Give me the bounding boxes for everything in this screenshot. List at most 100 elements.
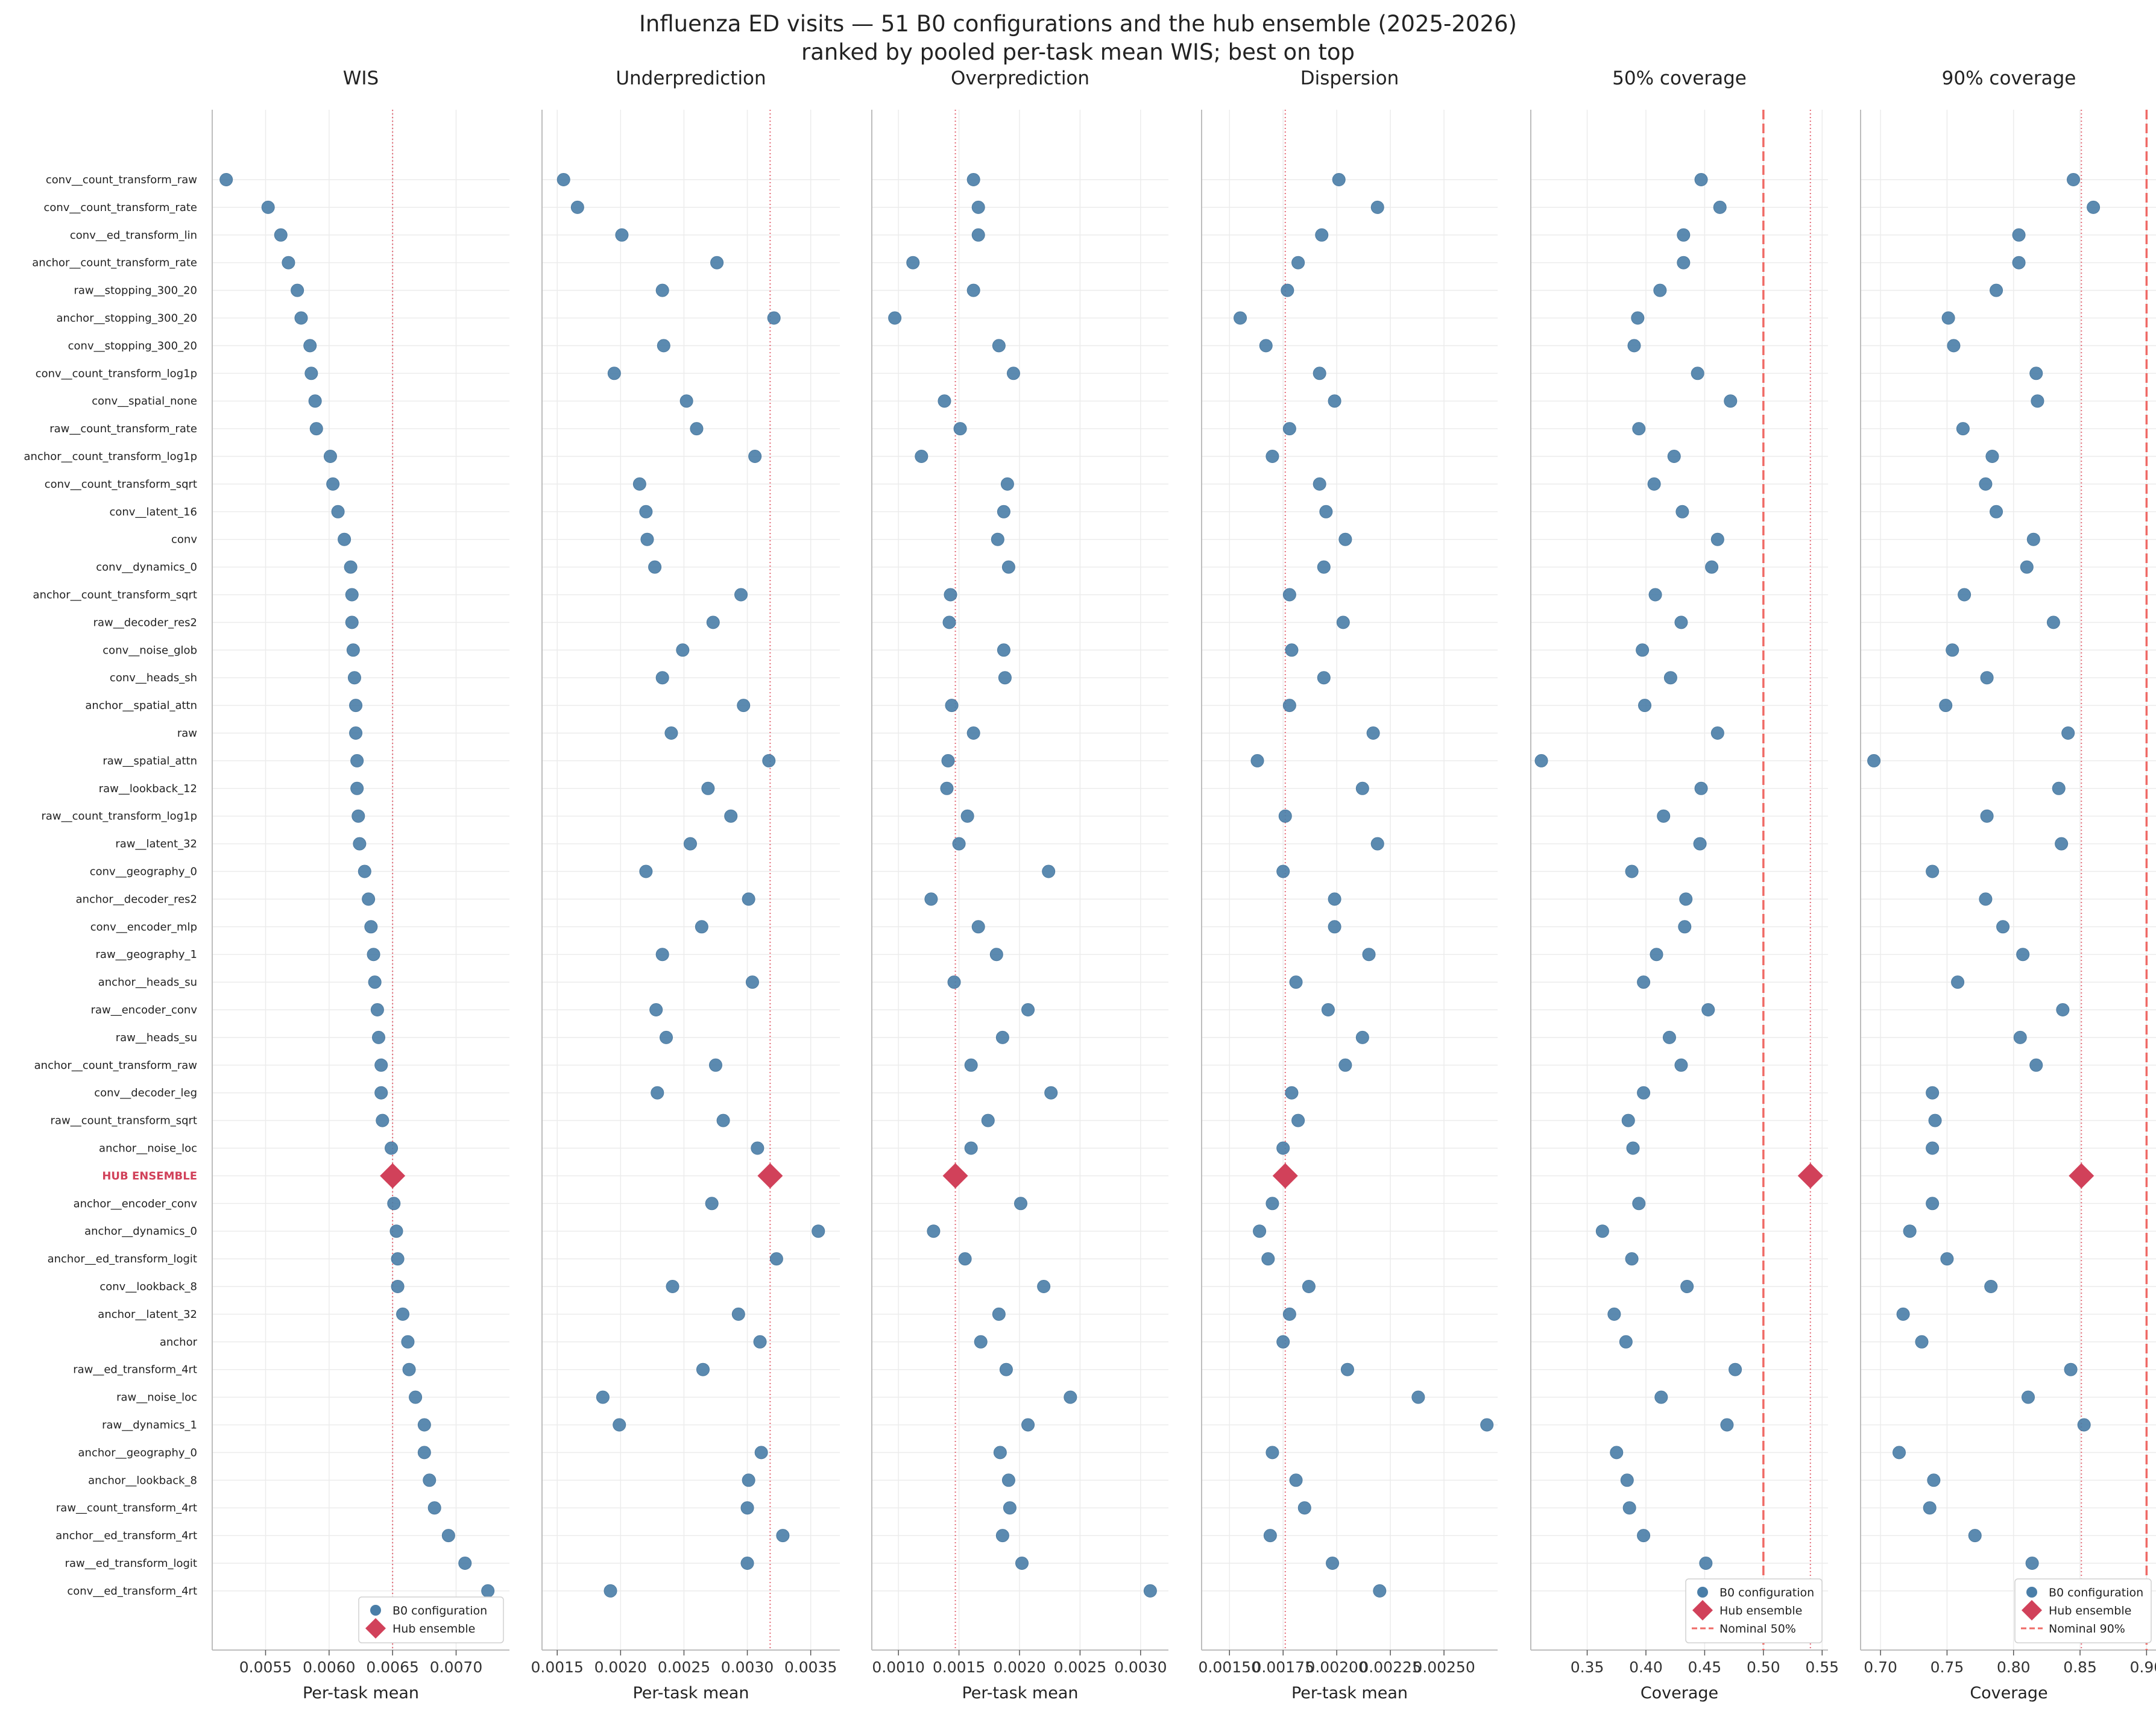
config-point (1903, 1224, 1917, 1238)
config-point (740, 1557, 754, 1570)
config-point (1637, 1529, 1651, 1543)
config-point (1947, 339, 1961, 353)
config-point (338, 532, 351, 546)
config-point (1951, 975, 1965, 989)
row-label: anchor__count_transform_rate (32, 257, 197, 269)
config-point (679, 394, 693, 408)
config-point (1653, 283, 1667, 297)
config-point (1636, 643, 1650, 657)
panel-6: 0.70 0.75 0.80 0.85 0.90 90% coverage Coverage… (1860, 68, 2156, 1702)
config-point (767, 311, 781, 325)
config-point (2031, 394, 2044, 408)
panel-title: 50% coverage (1612, 68, 1747, 89)
config-point (1266, 450, 1279, 463)
row-label: conv__ed_transform_lin (70, 229, 197, 242)
config-point (1632, 422, 1646, 436)
config-point (1631, 311, 1645, 325)
config-point (989, 948, 1003, 962)
config-point (1619, 1335, 1633, 1349)
config-point (742, 1473, 755, 1487)
config-point (995, 1030, 1009, 1044)
config-point (1729, 1362, 1742, 1376)
config-point (655, 283, 669, 297)
config-point (1940, 1252, 1954, 1266)
config-point (655, 671, 669, 685)
config-point (1266, 1446, 1279, 1460)
config-point (2012, 228, 2026, 242)
config-point (2077, 1418, 2091, 1432)
config-point (1021, 1003, 1035, 1016)
config-point (1980, 809, 1994, 823)
legend-config-marker (1697, 1587, 1708, 1598)
config-point (953, 422, 967, 436)
config-point (2029, 1058, 2043, 1072)
config-point (385, 1141, 399, 1155)
config-point (1638, 699, 1652, 713)
config-point (1979, 477, 1993, 491)
x-tick-label: 0.0025 (1054, 1658, 1106, 1676)
panel-title: Dispersion (1300, 68, 1399, 89)
config-point (971, 200, 985, 214)
row-label: raw__noise_loc (116, 1391, 197, 1404)
row-label: anchor (160, 1336, 198, 1349)
config-point (1282, 422, 1296, 436)
row-label: raw__spatial_attn (102, 755, 197, 767)
config-point (1710, 532, 1724, 546)
config-point (615, 228, 629, 242)
x-tick-label: 0.0070 (430, 1658, 482, 1676)
config-point (1990, 505, 2003, 518)
config-point (351, 809, 365, 823)
config-point (1302, 1280, 1316, 1293)
row-label: raw__geography_1 (96, 948, 197, 961)
x-tick-label: 0.00225 (1359, 1658, 1421, 1676)
config-point (1990, 283, 2003, 297)
config-point (368, 975, 382, 989)
config-point (1657, 809, 1671, 823)
config-point (1626, 1141, 1640, 1155)
config-point (374, 1086, 388, 1100)
config-point (1705, 560, 1719, 574)
config-point (981, 1113, 995, 1127)
config-point (1892, 1446, 1906, 1460)
config-point (1003, 1501, 1017, 1515)
config-point (1001, 1473, 1015, 1487)
config-point (323, 450, 337, 463)
legend-hub-marker (2022, 1600, 2042, 1620)
x-tick-label: 0.40 (1629, 1658, 1663, 1676)
config-point (695, 920, 708, 934)
config-point (651, 1086, 664, 1100)
config-point (344, 560, 358, 574)
x-axis-label: Per-task mean (632, 1684, 749, 1702)
config-point (992, 1307, 1006, 1321)
config-point (1928, 1113, 1942, 1127)
row-label: anchor__count_transform_raw (34, 1059, 197, 1072)
config-point (1622, 1501, 1636, 1515)
row-label: anchor__count_transform_log1p (24, 450, 198, 463)
config-point (362, 892, 376, 906)
config-point (1282, 699, 1296, 713)
row-label: anchor__stopping_300_20 (56, 312, 197, 325)
x-tick-label: 0.75 (1931, 1658, 1964, 1676)
config-point (906, 256, 920, 269)
config-point (2087, 200, 2101, 214)
panel-5: 0.35 0.40 0.45 0.50 0.55 50% coverage Coverage… (1530, 68, 1839, 1702)
legend-label: B0 configuration (392, 1604, 487, 1617)
row-label: conv__noise_glob (102, 644, 197, 657)
config-point (1610, 1446, 1624, 1460)
row-label: raw__ed_transform_4rt (73, 1364, 197, 1376)
config-point (2046, 616, 2060, 629)
config-point (1281, 283, 1294, 297)
config-point (992, 339, 1006, 353)
x-tick-label: 0.70 (1864, 1658, 1897, 1676)
config-point (1674, 1058, 1688, 1072)
x-axis-label: Per-task mean (303, 1684, 419, 1702)
config-point (1677, 228, 1691, 242)
legend-hub-marker (365, 1618, 386, 1639)
config-point (657, 339, 670, 353)
config-point (640, 532, 654, 546)
row-label: anchor__count_transform_sqrt (33, 589, 197, 602)
config-point (1710, 726, 1724, 740)
config-point (998, 671, 1012, 685)
config-point (1915, 1335, 1929, 1349)
config-point (1699, 1557, 1713, 1570)
